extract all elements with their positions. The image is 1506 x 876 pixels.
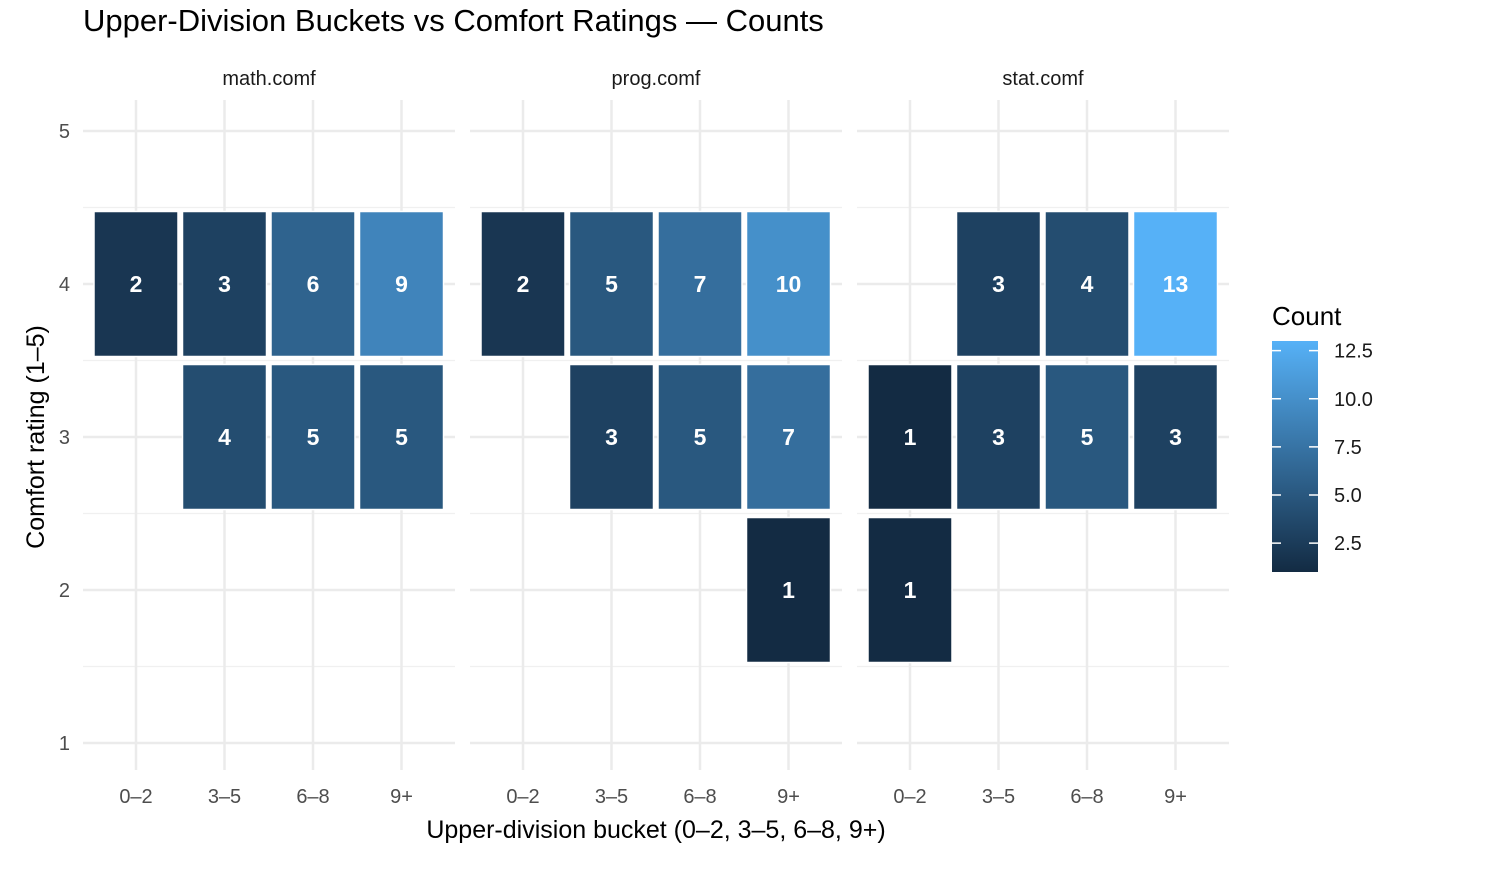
x-tick-label: 6–8 [1070, 786, 1103, 808]
x-tick-label: 9+ [1164, 786, 1187, 808]
cell-count-label: 10 [776, 271, 802, 297]
x-tick-label: 0–2 [119, 786, 152, 808]
x-tick-label: 3–5 [208, 786, 241, 808]
cell-count-label: 6 [307, 271, 320, 297]
cell-count-label: 5 [694, 424, 707, 450]
x-tick-label: 0–2 [893, 786, 926, 808]
y-tick-label: 3 [59, 427, 70, 449]
facet-strip-label: prog.comf [612, 68, 701, 90]
x-tick-label: 6–8 [683, 786, 716, 808]
cell-count-label: 3 [1169, 424, 1182, 450]
legend-tick-label: 5.0 [1334, 485, 1362, 507]
x-tick-label: 3–5 [982, 786, 1015, 808]
cell-count-label: 7 [694, 271, 707, 297]
cell-count-label: 5 [605, 271, 618, 297]
legend-tick-label: 7.5 [1334, 437, 1362, 459]
legend: 2.5 5.0 7.5 10.0 12.5 [1272, 341, 1373, 572]
x-tick-label: 9+ [777, 786, 800, 808]
cell-count-label: 5 [307, 424, 320, 450]
x-axis-label: Upper-division bucket (0–2, 3–5, 6–8, 9+… [426, 816, 885, 844]
cell-count-label: 3 [605, 424, 618, 450]
cell-count-label: 3 [992, 271, 1005, 297]
cell-count-label: 4 [1081, 271, 1094, 297]
cell-count-label: 3 [992, 424, 1005, 450]
facet-strip-label: math.comf [222, 68, 316, 90]
y-axis-label: Comfort rating (1–5) [22, 325, 50, 549]
facet-panel-math-comf: math.comf 0–2 3–5 6–8 9+ 2 3 6 9 4 5 5 [83, 68, 455, 808]
cell-count-label: 1 [904, 424, 917, 450]
legend-tick-label: 12.5 [1334, 341, 1373, 363]
cell-count-label: 2 [517, 271, 530, 297]
legend-tick-label: 2.5 [1334, 533, 1362, 555]
cell-count-label: 13 [1163, 271, 1189, 297]
y-tick-label: 5 [59, 121, 70, 143]
x-tick-label: 3–5 [595, 786, 628, 808]
cell-count-label: 1 [782, 577, 795, 603]
cell-count-label: 5 [1081, 424, 1094, 450]
y-tick-label: 1 [59, 733, 70, 755]
legend-colorbar [1272, 341, 1318, 572]
cell-count-label: 3 [218, 271, 231, 297]
cell-count-label: 9 [395, 271, 408, 297]
y-tick-label: 4 [59, 274, 70, 296]
facet-panel-prog-comf: prog.comf 0–2 3–5 6–8 9+ 2 5 7 10 3 5 7 1 [470, 68, 842, 808]
legend-title: Count [1272, 301, 1342, 331]
cell-count-label: 4 [218, 424, 231, 450]
cell-count-label: 5 [395, 424, 408, 450]
x-tick-label: 9+ [390, 786, 413, 808]
cell-count-label: 2 [130, 271, 143, 297]
plot-area: math.comf 0–2 3–5 6–8 9+ 2 3 6 9 4 5 5 prog.comf 0–2 3… [59, 68, 1229, 808]
cell-count-label: 1 [904, 577, 917, 603]
chart-title: Upper-Division Buckets vs Comfort Rating… [83, 3, 824, 38]
x-tick-label: 6–8 [296, 786, 329, 808]
legend-tick-label: 10.0 [1334, 389, 1373, 411]
x-tick-label: 0–2 [506, 786, 539, 808]
facet-strip-label: stat.comf [1002, 68, 1084, 90]
cell-count-label: 7 [782, 424, 795, 450]
y-tick-label: 2 [59, 580, 70, 602]
